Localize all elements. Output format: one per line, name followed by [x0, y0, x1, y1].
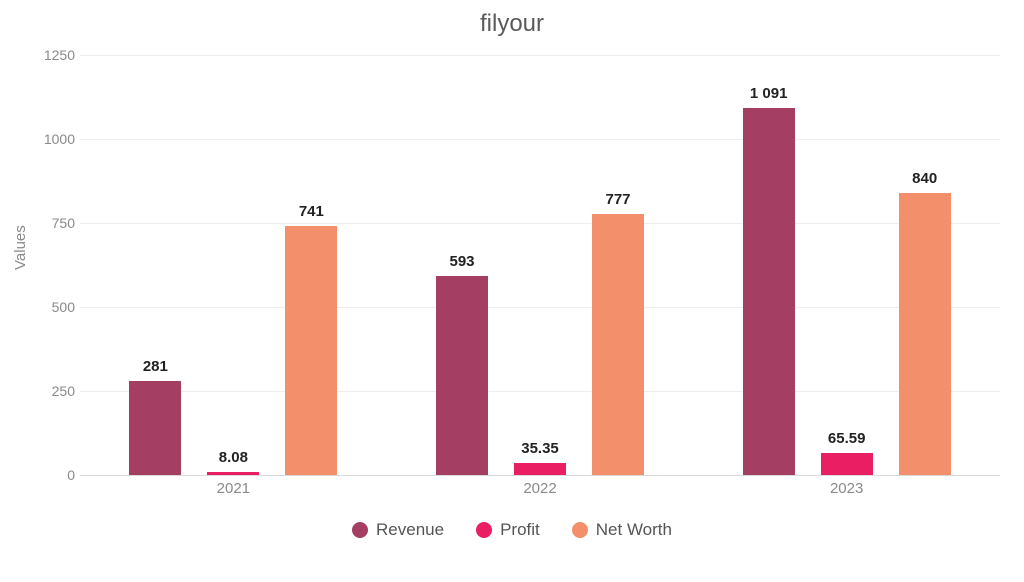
chart-container: filyour Values 0 250 500 750 1000 1250 281 8.0…	[0, 0, 1024, 582]
legend-item: Net Worth	[572, 520, 672, 540]
bar-value-label: 593	[449, 253, 474, 270]
bar-value-label: 8.08	[219, 449, 248, 466]
bar	[899, 193, 951, 475]
legend-label: Revenue	[376, 520, 444, 540]
bar-value-label: 35.35	[521, 440, 559, 457]
grid-line	[80, 139, 1000, 140]
legend-item: Profit	[476, 520, 540, 540]
y-tick-label: 1250	[35, 47, 75, 63]
legend-label: Profit	[500, 520, 540, 540]
legend-label: Net Worth	[596, 520, 672, 540]
bar	[129, 381, 181, 475]
y-tick-label: 1000	[35, 131, 75, 147]
x-tick-label: 2023	[830, 480, 863, 497]
bar-value-label: 840	[912, 170, 937, 187]
bar	[514, 463, 566, 475]
plot-area: 281 8.08 741 593 35.35 777 1 091 65.59 840	[80, 55, 1000, 476]
y-tick-label: 250	[35, 383, 75, 399]
y-tick-label: 750	[35, 215, 75, 231]
legend-dot-icon	[352, 522, 368, 538]
bar-value-label: 65.59	[828, 430, 866, 447]
grid-line	[80, 55, 1000, 56]
bar-value-label: 1 091	[750, 85, 788, 102]
chart-title: filyour	[0, 10, 1024, 38]
bar	[285, 226, 337, 475]
grid-line	[80, 475, 1000, 476]
legend-dot-icon	[476, 522, 492, 538]
bar	[821, 453, 873, 475]
legend-item: Revenue	[352, 520, 444, 540]
bar-value-label: 741	[299, 203, 324, 220]
bar	[207, 472, 259, 475]
bar-value-label: 777	[605, 191, 630, 208]
x-tick-label: 2021	[217, 480, 250, 497]
grid-line	[80, 223, 1000, 224]
y-tick-label: 500	[35, 299, 75, 315]
y-axis-label: Values	[12, 225, 29, 270]
y-tick-label: 0	[35, 467, 75, 483]
bar-value-label: 281	[143, 358, 168, 375]
bar	[743, 108, 795, 475]
bar	[592, 214, 644, 475]
bar	[436, 276, 488, 475]
legend-dot-icon	[572, 522, 588, 538]
x-tick-label: 2022	[523, 480, 556, 497]
legend: Revenue Profit Net Worth	[0, 520, 1024, 540]
grid-line	[80, 391, 1000, 392]
grid-line	[80, 307, 1000, 308]
